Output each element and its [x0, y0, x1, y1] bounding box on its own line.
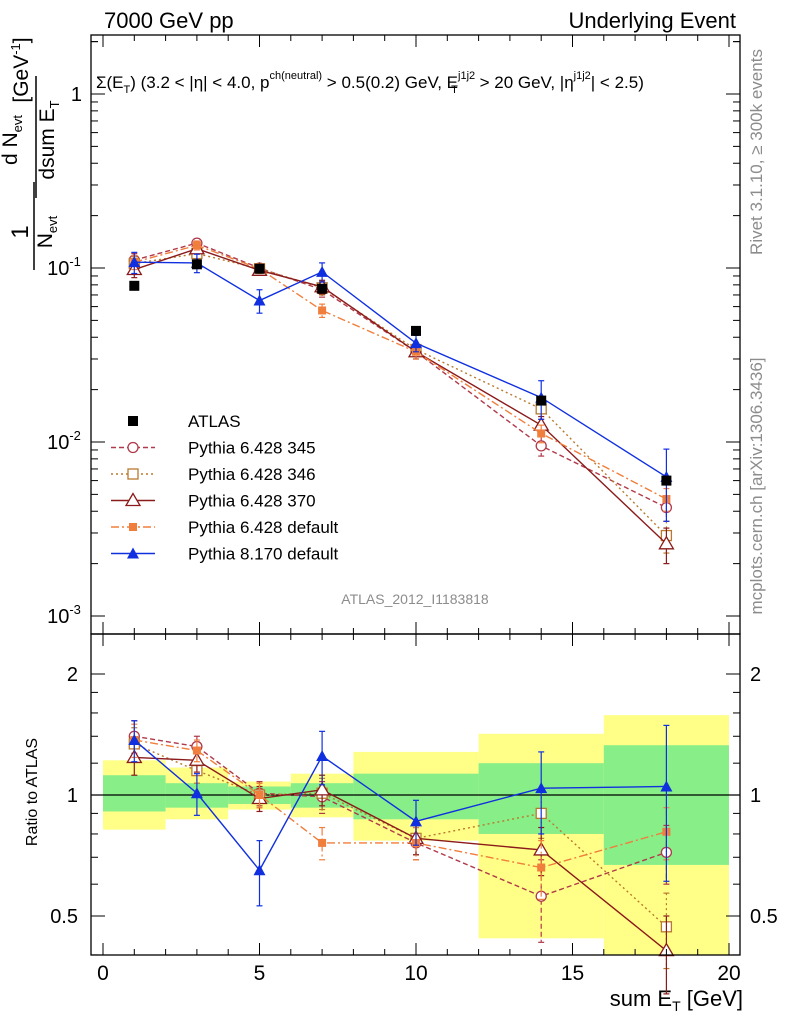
data-point	[318, 306, 327, 315]
legend-label: Pythia 6.428 default	[188, 518, 339, 537]
data-point	[128, 256, 141, 268]
legend-marker	[129, 523, 137, 531]
legend-label: Pythia 6.428 345	[188, 439, 316, 458]
legend-marker	[128, 416, 138, 426]
legend-entry: Pythia 8.170 default	[111, 545, 339, 564]
series-line	[134, 244, 667, 500]
reference-point	[411, 325, 421, 336]
reference-point	[191, 259, 202, 270]
x-tick-label: 15	[561, 962, 584, 985]
header-left: 7000 GeV pp	[104, 8, 234, 33]
ratio-point	[537, 863, 546, 872]
ratio-band-inner	[103, 775, 166, 812]
series-layer	[126, 237, 675, 565]
main-ylabel: 1 Nevt d Nevt dsum ET [GeV-1]	[0, 37, 62, 270]
legend-marker	[127, 441, 139, 454]
x-tick-label: 10	[404, 962, 427, 985]
ratio-point	[410, 815, 422, 827]
data-point	[535, 440, 547, 452]
data-point	[537, 429, 546, 438]
y-tick-exponent: -1	[69, 254, 81, 269]
reference-point	[129, 280, 140, 291]
y-tick-label: 10-1	[47, 254, 81, 280]
ratio-point	[535, 782, 548, 794]
legend-marker	[124, 492, 142, 507]
mcplots-label: mcplots.cern.ch [arXiv:1306.3436]	[747, 357, 766, 614]
reference-point	[254, 263, 265, 274]
svg-text:Nevt: Nevt	[34, 215, 60, 248]
ratio-point	[253, 864, 266, 876]
legend-marker	[127, 468, 139, 480]
analysis-label: ATLAS_2012_I1183818	[341, 591, 489, 607]
ratio-point	[313, 781, 331, 796]
reference-point	[536, 395, 547, 406]
ratio-point	[128, 734, 141, 746]
legend-label: ATLAS	[188, 412, 241, 431]
ratio-tick-label-right: 2	[750, 664, 761, 686]
y-tick-exponent: -2	[69, 428, 81, 443]
ratio-tick-label-right: 1	[750, 785, 761, 807]
legend-label: Pythia 8.170 default	[188, 545, 339, 564]
ratio-point	[316, 750, 329, 762]
svg-text:1: 1	[7, 225, 34, 238]
legend-entry: ATLAS	[128, 412, 241, 431]
ratio-point	[660, 780, 673, 792]
ratio-series-4	[128, 720, 673, 907]
y-tick-label: 1	[71, 84, 82, 106]
data-point	[658, 535, 675, 550]
ratio-point	[190, 787, 203, 799]
legend-entry: Pythia 6.428 370	[111, 492, 316, 511]
data-point	[410, 337, 422, 349]
ratio-tick-label-left: 0.5	[50, 906, 78, 928]
rivet-label: Rivet 3.1.10, ≥ 300k events	[747, 49, 766, 255]
legend-entry: Pythia 6.428 345	[111, 439, 316, 458]
y-tick-exponent: -3	[69, 602, 81, 617]
ratio-tick-label-left: 2	[67, 664, 78, 686]
ratio-point	[533, 841, 550, 856]
legend-label: Pythia 6.428 346	[188, 465, 316, 484]
ratio-ylabel: Ratio to ATLAS	[24, 738, 41, 846]
ratio-tick-label-left: 1	[67, 785, 78, 807]
reference-point	[661, 475, 672, 486]
x-tick-label: 20	[717, 962, 740, 985]
reference-point	[317, 283, 328, 294]
ratio-series-layer	[126, 720, 675, 995]
series-2	[126, 240, 675, 565]
x-tick-label: 5	[254, 962, 266, 985]
y-tick-label: 10-2	[47, 428, 81, 454]
svg-text:dsum ET: dsum ET	[36, 100, 62, 179]
ratio-tick-label-right: 0.5	[750, 906, 778, 928]
plot-title: Σ(ET) (3.2 < |η| < 4.0, pch(neutral) > 0…	[96, 70, 644, 96]
legend-entry: Pythia 6.428 346	[111, 465, 316, 484]
header-right: Underlying Event	[568, 8, 736, 33]
data-point	[192, 241, 201, 250]
ratio-point	[192, 746, 201, 755]
data-point	[253, 294, 266, 306]
legend-label: Pythia 6.428 370	[188, 492, 316, 511]
series-reference	[129, 259, 672, 486]
x-tick-label: 0	[97, 962, 109, 985]
svg-text:[GeV-1]: [GeV-1]	[8, 37, 33, 102]
svg-text:d Nevt: d Nevt	[0, 115, 25, 165]
y-tick-label: 10-3	[47, 602, 81, 628]
xlabel: sum ET [GeV]	[610, 986, 743, 1014]
legend: ATLAS Pythia 6.428 345 Pythia 6.428 346 Pyt…	[111, 412, 339, 564]
data-point	[316, 265, 329, 277]
ratio-point	[255, 791, 264, 799]
legend-entry: Pythia 6.428 default	[111, 518, 339, 537]
ratio-point	[318, 838, 327, 847]
legend-marker	[127, 547, 139, 559]
